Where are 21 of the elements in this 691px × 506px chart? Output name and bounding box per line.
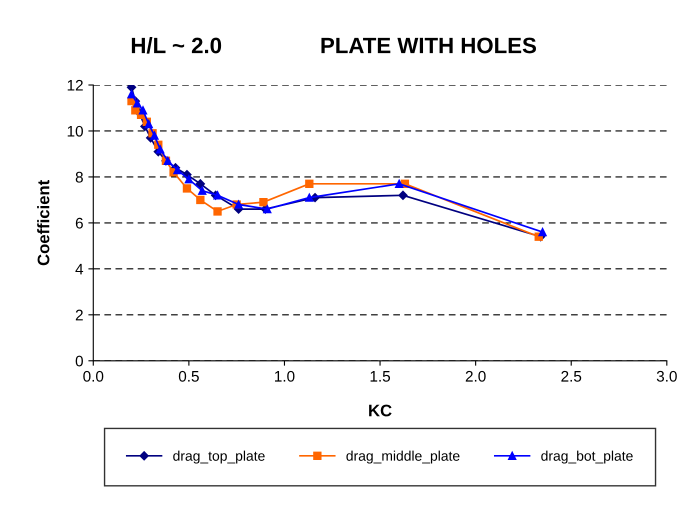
y-tick-label: 10: [68, 126, 83, 137]
chart-subtitle: H/L ~ 2.0: [132, 37, 222, 54]
x-tick-label: 2.5: [561, 370, 582, 382]
y-tick-label: 0: [76, 356, 83, 366]
legend-label: drag_middle_plate: [346, 450, 460, 464]
y-tick-label: 4: [75, 264, 84, 274]
y-tick-label: 12: [68, 80, 83, 91]
legend-label: drag_top_plate: [173, 450, 265, 464]
legend-label: drag_bot_plate: [541, 450, 633, 464]
y-tick-label: 6: [76, 218, 83, 229]
x-tick-label: 0.5: [178, 370, 199, 382]
y-tick-label: 2: [76, 310, 83, 320]
chart-title: PLATE WITH HOLES: [321, 38, 536, 54]
y-tick-label: 8: [76, 172, 83, 183]
y-axis-title: Coefficient: [37, 180, 50, 266]
x-tick-label: 1.5: [370, 371, 390, 382]
x-tick-label: 0.0: [83, 370, 104, 382]
x-tick-label: 2.0: [466, 370, 486, 382]
x-tick-label: 1.0: [275, 370, 294, 382]
x-axis-title: KC: [369, 404, 392, 416]
x-tick-label: 3.0: [656, 370, 677, 382]
